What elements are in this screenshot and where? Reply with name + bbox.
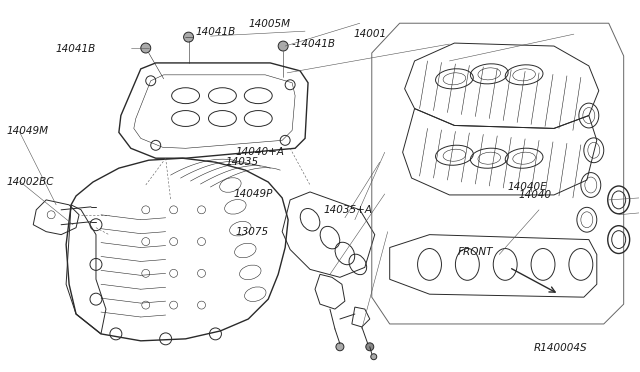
Circle shape — [141, 43, 151, 53]
Text: 14049P: 14049P — [234, 189, 273, 199]
Text: 14005M: 14005M — [248, 19, 291, 29]
Circle shape — [371, 354, 377, 360]
Circle shape — [278, 41, 288, 51]
Text: 14040E: 14040E — [508, 182, 548, 192]
Text: 14041B: 14041B — [56, 44, 96, 54]
Text: R140004S: R140004S — [534, 343, 587, 353]
Text: 14002BC: 14002BC — [6, 177, 54, 187]
Circle shape — [184, 32, 193, 42]
Text: 14041B: 14041B — [196, 27, 236, 37]
Text: 14001: 14001 — [353, 29, 387, 39]
Text: -14041B: -14041B — [291, 39, 335, 49]
Circle shape — [366, 343, 374, 351]
Text: 13075: 13075 — [236, 227, 269, 237]
Circle shape — [336, 343, 344, 351]
Text: 14040+A: 14040+A — [236, 147, 285, 157]
Text: FRONT: FRONT — [458, 247, 493, 257]
Text: 14040: 14040 — [519, 190, 552, 200]
Text: 14049M: 14049M — [6, 126, 49, 137]
Text: 14035+A: 14035+A — [323, 205, 372, 215]
Text: 14035: 14035 — [226, 157, 259, 167]
